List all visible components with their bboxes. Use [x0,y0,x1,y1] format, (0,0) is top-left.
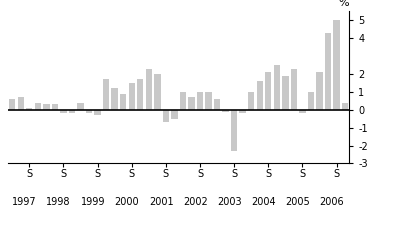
Bar [308,92,314,110]
Bar [239,110,246,113]
Bar [120,94,126,110]
Bar [35,103,41,110]
Bar [26,108,33,110]
Bar [256,81,263,110]
Bar [77,103,84,110]
Bar [163,110,169,122]
Text: 2003: 2003 [217,197,242,207]
Bar [171,110,177,119]
Bar [52,104,58,110]
Bar [333,20,340,110]
Bar [316,72,323,110]
Bar [112,88,118,110]
Bar [299,110,306,113]
Text: 2002: 2002 [183,197,208,207]
Bar [325,33,331,110]
Bar [248,92,254,110]
Bar [60,110,67,113]
Bar [282,76,289,110]
Bar [274,65,280,110]
Bar [342,103,348,110]
Bar [43,104,50,110]
Text: %: % [339,0,349,8]
Bar [137,79,143,110]
Bar [222,110,229,111]
Text: 2000: 2000 [115,197,139,207]
Bar [180,92,186,110]
Text: 2004: 2004 [251,197,276,207]
Bar [69,110,75,113]
Bar [86,110,92,113]
Bar [231,110,237,151]
Bar [94,110,101,115]
Bar [291,69,297,110]
Bar [103,79,109,110]
Text: 1999: 1999 [81,197,105,207]
Bar [9,99,15,110]
Bar [188,97,195,110]
Text: 1997: 1997 [12,197,37,207]
Bar [214,99,220,110]
Text: 2005: 2005 [285,197,310,207]
Text: 2006: 2006 [320,197,344,207]
Bar [265,72,272,110]
Text: 1998: 1998 [46,197,71,207]
Bar [146,69,152,110]
Bar [17,97,24,110]
Bar [205,92,212,110]
Bar [197,92,203,110]
Bar [154,74,160,110]
Text: 2001: 2001 [149,197,173,207]
Bar [129,83,135,110]
